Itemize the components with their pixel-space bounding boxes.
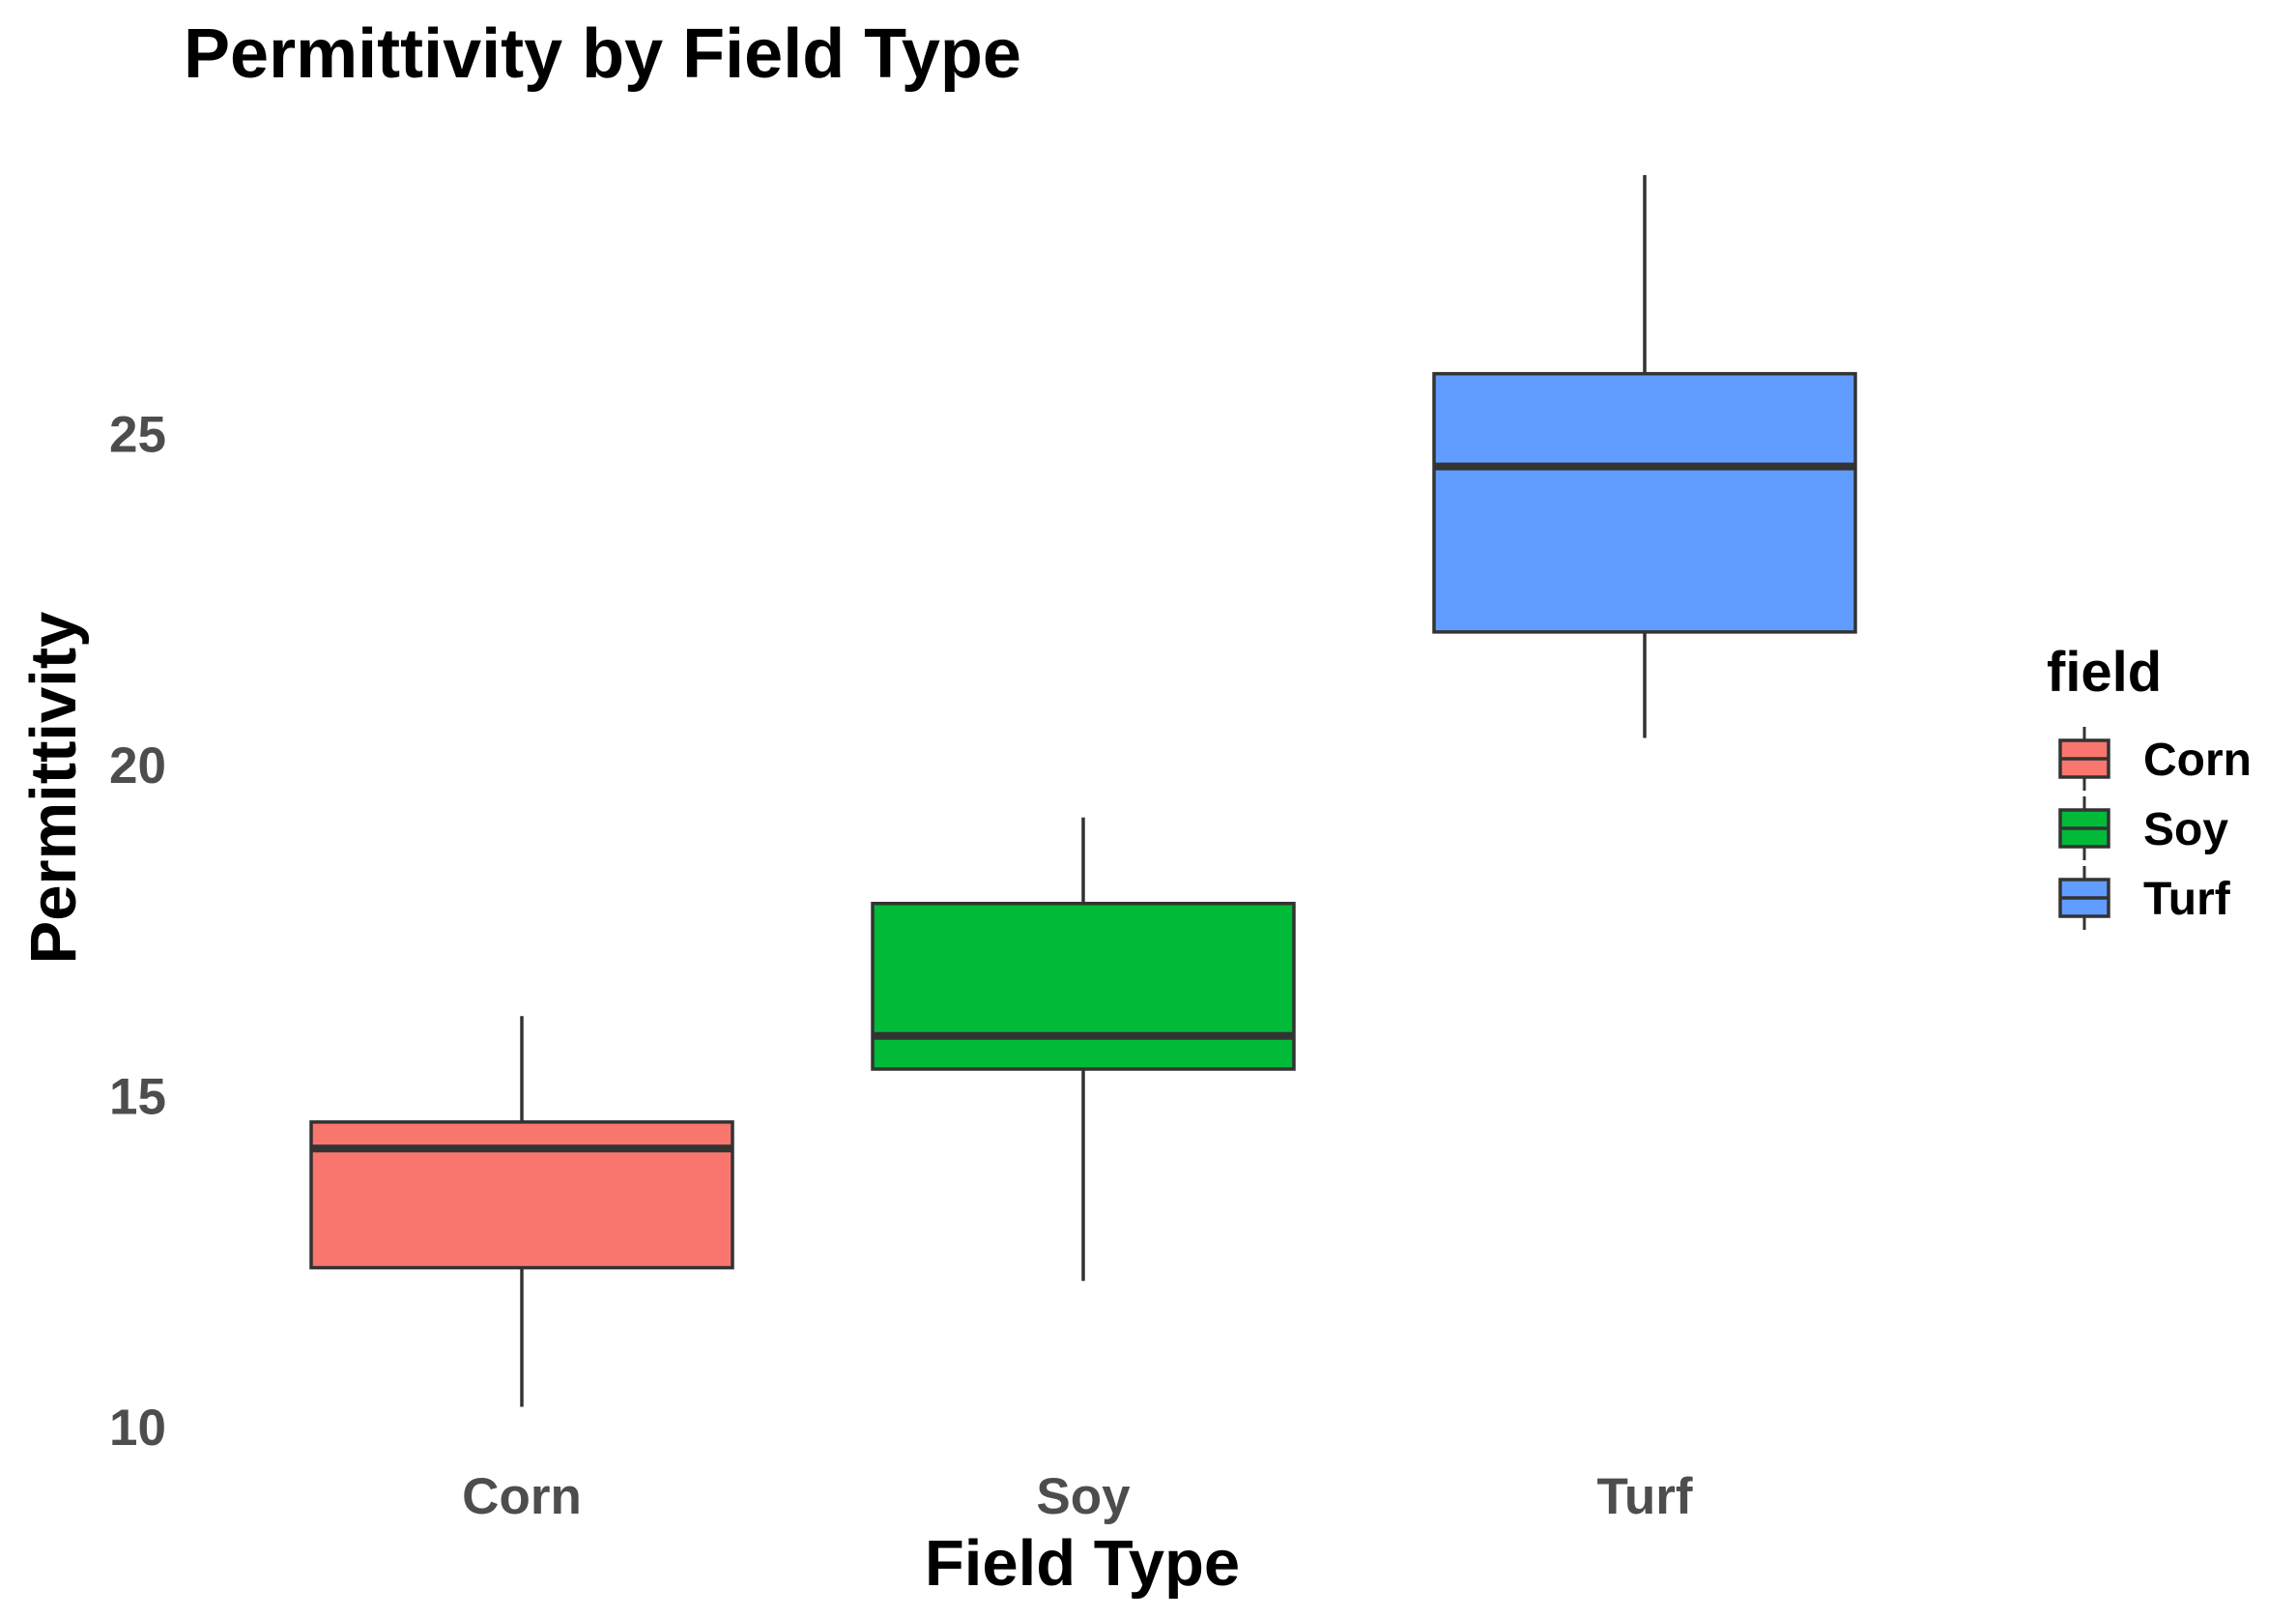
legend-item-soy: Soy xyxy=(2058,796,2228,860)
box-corn xyxy=(309,1016,734,1407)
x-tick-label-corn: Corn xyxy=(462,1468,582,1525)
box-turf xyxy=(1432,175,1857,738)
y-tick-label: 10 xyxy=(109,1400,166,1457)
y-axis-title: Permittivity xyxy=(17,612,90,965)
x-tick-label-soy: Soy xyxy=(1036,1468,1131,1525)
chart-title: Permittivity by Field Type xyxy=(184,15,1021,93)
x-axis: Corn Soy Turf xyxy=(462,1468,1693,1525)
legend-label: Corn xyxy=(2143,735,2252,786)
x-tick-label-turf: Turf xyxy=(1596,1468,1692,1525)
legend-label: Turf xyxy=(2143,874,2231,925)
legend-title: field xyxy=(2047,641,2162,704)
plot-panel xyxy=(309,175,1857,1407)
legend-item-corn: Corn xyxy=(2058,727,2252,791)
box-soy xyxy=(871,817,1296,1282)
legend: field Corn Soy Turf xyxy=(2047,641,2252,930)
legend-item-turf: Turf xyxy=(2058,866,2231,930)
y-tick-label: 20 xyxy=(109,737,166,795)
y-tick-label: 15 xyxy=(109,1068,166,1125)
box-body xyxy=(871,902,1296,1071)
box-body xyxy=(309,1120,734,1270)
legend-label: Soy xyxy=(2143,804,2228,855)
y-axis: 10 15 20 25 xyxy=(109,406,166,1457)
box-body xyxy=(1432,371,1857,634)
x-axis-title: Field Type xyxy=(925,1527,1240,1600)
y-tick-label: 25 xyxy=(109,406,166,463)
